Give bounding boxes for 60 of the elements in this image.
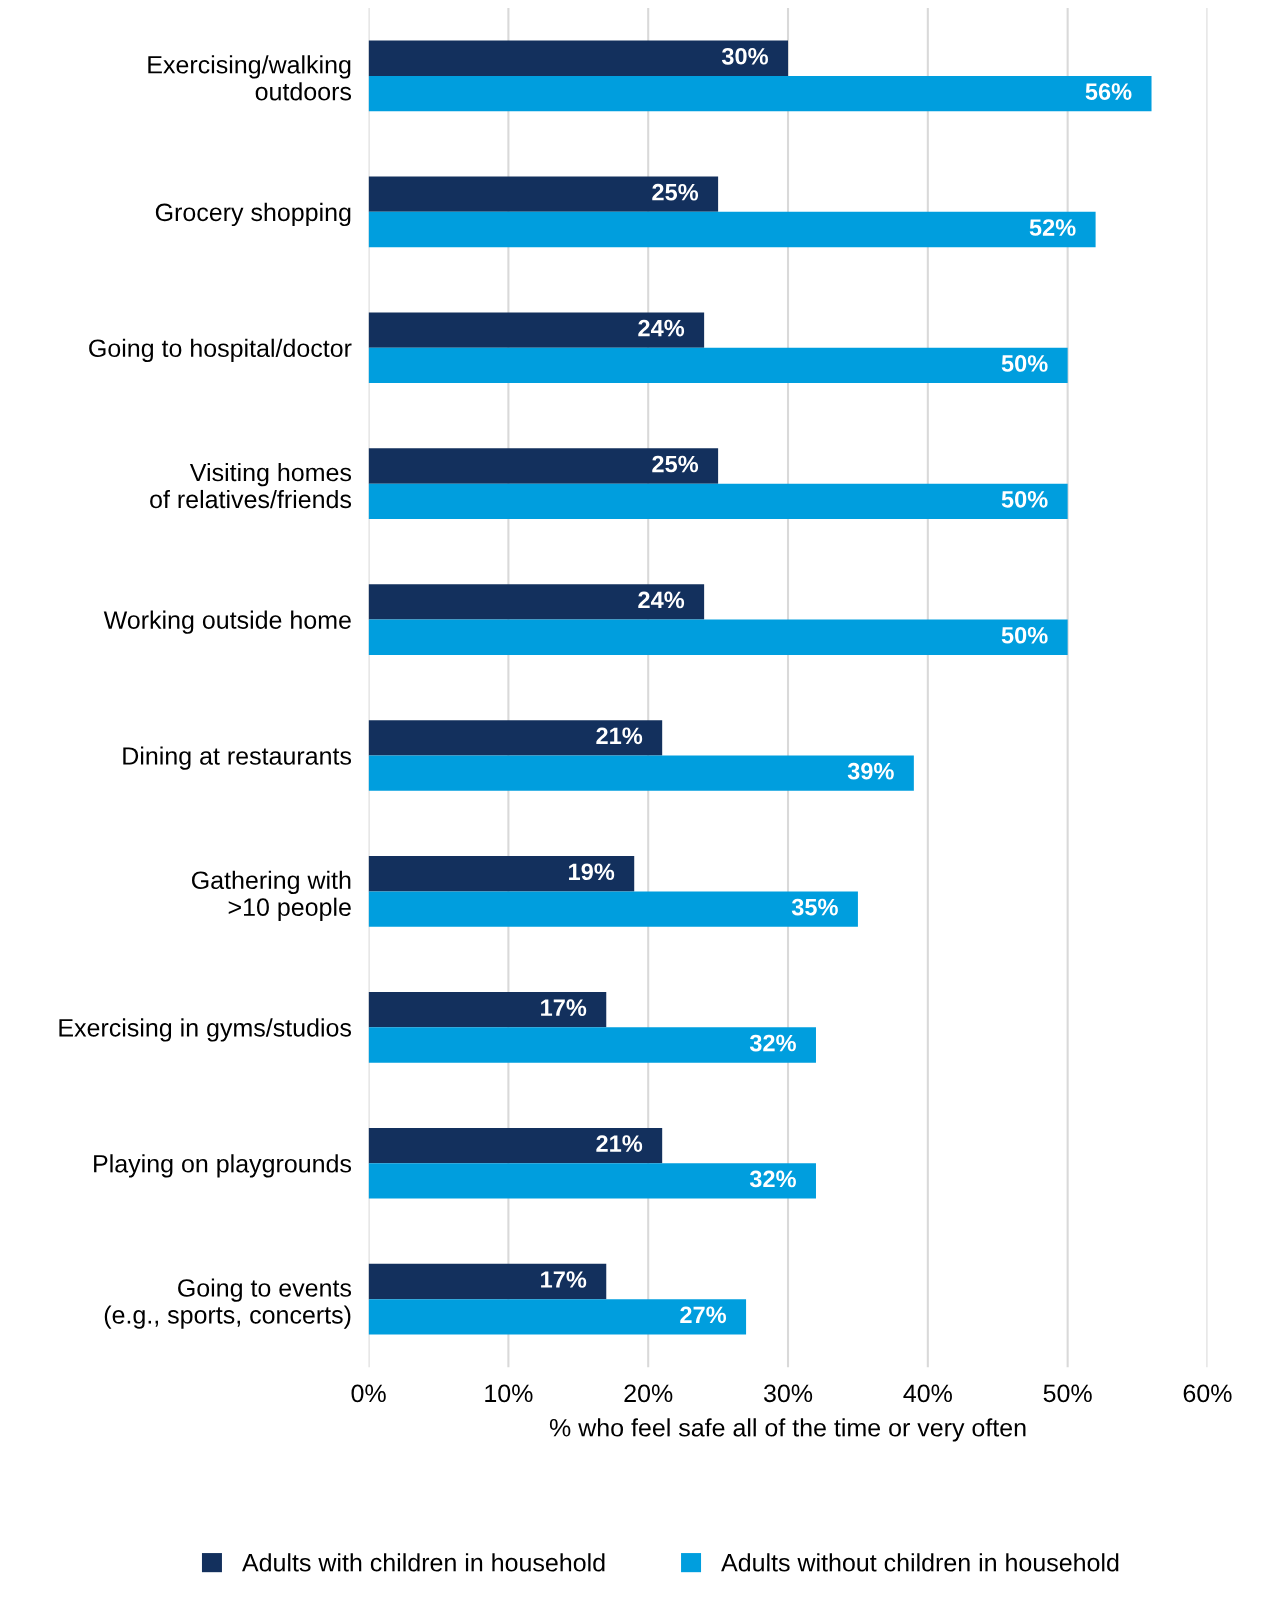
x-tick-label: 10% <box>485 1384 533 1403</box>
data-label: 50% <box>1001 626 1048 644</box>
x-axis-title: % who feel safe all of the time or very often <box>549 1418 1026 1442</box>
bar <box>368 1299 747 1335</box>
data-label: 24% <box>638 591 685 609</box>
data-label: 50% <box>1001 490 1048 508</box>
x-tick-label: 0% <box>351 1384 386 1403</box>
legend-label: Adults without children in household <box>721 1553 1119 1572</box>
data-label: 35% <box>791 898 838 916</box>
bar <box>368 75 1152 112</box>
bar <box>368 1263 607 1300</box>
bar <box>368 347 1068 384</box>
y-tick-label: Going to events (e.g., sports, concerts) <box>104 1278 352 1329</box>
bar <box>368 619 1068 655</box>
data-label: 52% <box>1029 219 1076 236</box>
bar <box>368 755 914 791</box>
bar <box>368 40 789 76</box>
data-label: 21% <box>596 1135 643 1152</box>
data-label: 25% <box>652 183 699 201</box>
data-label: 27% <box>680 1306 727 1324</box>
bar <box>368 992 607 1028</box>
data-label: 32% <box>749 1034 796 1052</box>
bar <box>368 312 705 348</box>
bar <box>368 1027 816 1063</box>
x-tick-label: 40% <box>903 1384 952 1403</box>
bar <box>368 891 858 927</box>
y-tick-label: Going to hospital/doctor <box>89 338 352 363</box>
data-label: 21% <box>596 727 643 745</box>
bar <box>368 584 705 620</box>
data-label: 19% <box>569 863 615 881</box>
y-tick-label: Exercising in gyms/studios <box>59 1018 352 1042</box>
x-tick-label: 60% <box>1183 1384 1232 1403</box>
y-tick-label: Working outside home <box>103 610 351 634</box>
bar <box>368 211 1096 248</box>
bar <box>368 176 719 212</box>
data-label: 25% <box>652 455 699 473</box>
y-tick-label: Playing on playgrounds <box>94 1154 352 1178</box>
x-tick-label: 20% <box>624 1384 673 1403</box>
data-label: 24% <box>638 319 685 337</box>
data-label: 30% <box>721 47 768 65</box>
bar <box>368 448 719 484</box>
x-tick-label: 30% <box>763 1384 813 1403</box>
bar <box>368 1127 663 1164</box>
y-tick-label: Visiting homes of relatives/friends <box>150 462 352 509</box>
bar <box>368 483 1068 520</box>
data-label: 17% <box>541 999 587 1016</box>
bar <box>368 1163 816 1199</box>
y-tick-label: Dining at restaurants <box>123 746 352 770</box>
data-label: 17% <box>541 1271 587 1288</box>
data-label: 56% <box>1085 83 1132 100</box>
y-tick-label: Exercising/walking outdoors <box>148 55 352 101</box>
x-tick-label: 50% <box>1043 1384 1092 1403</box>
y-tick-label: Grocery shopping <box>155 202 351 227</box>
bar <box>368 856 635 892</box>
data-label: 39% <box>847 762 894 780</box>
data-label: 32% <box>749 1170 796 1188</box>
data-label: 50% <box>1001 355 1048 372</box>
bar <box>368 720 663 756</box>
y-tick-label: Gathering with >10 people <box>192 870 351 921</box>
legend-label: Adults with children in household <box>242 1553 605 1572</box>
